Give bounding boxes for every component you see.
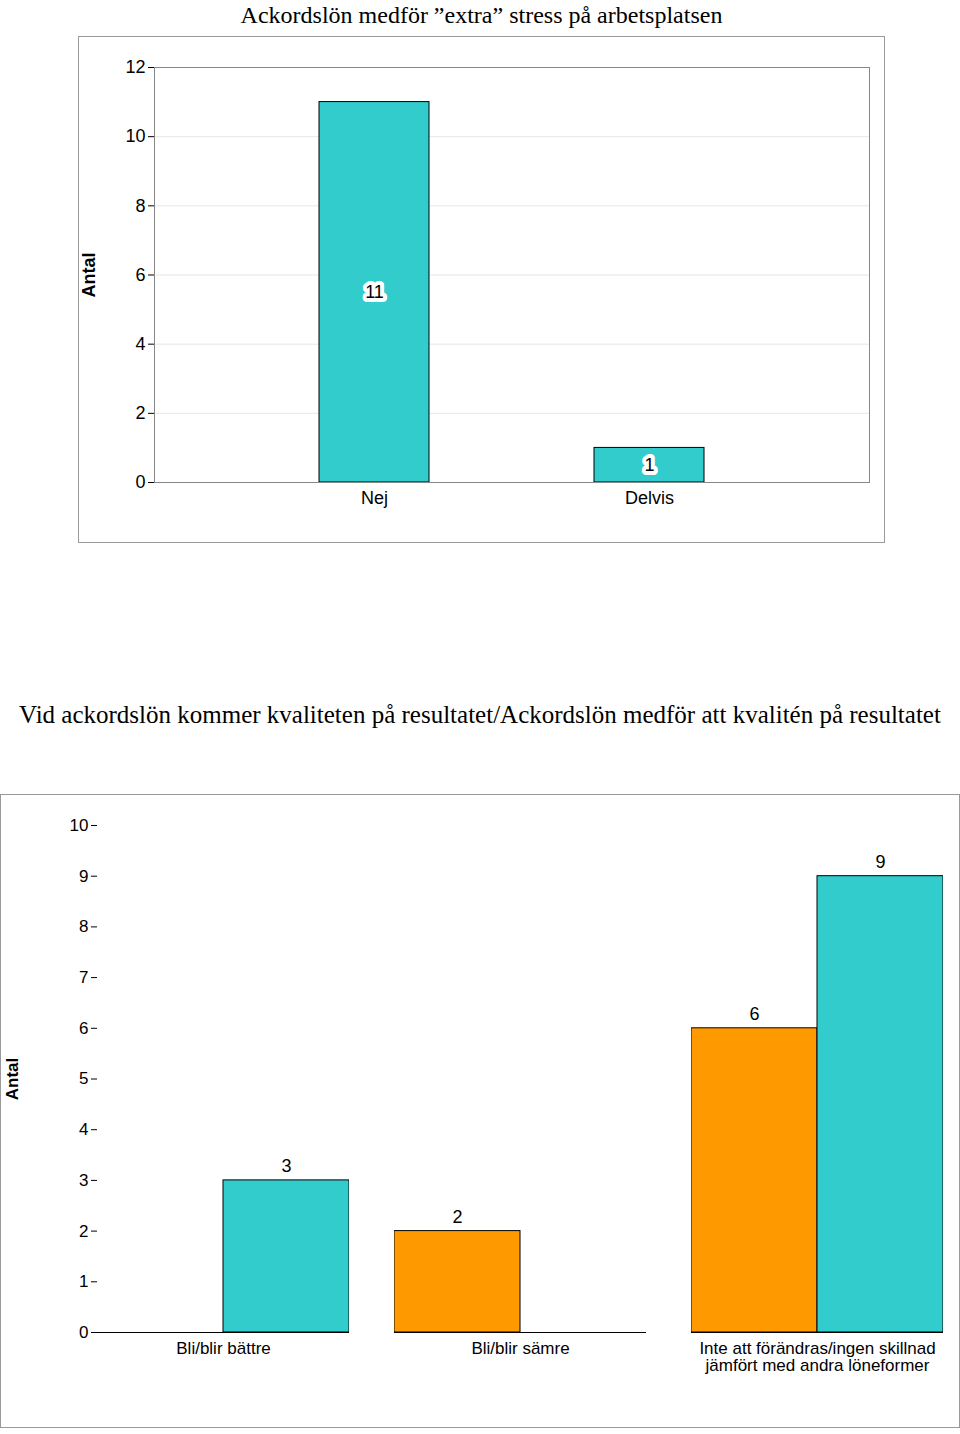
svg-text:2: 2 xyxy=(79,1222,88,1241)
svg-text:Bli/blir sämre: Bli/blir sämre xyxy=(471,1339,569,1358)
svg-text:3: 3 xyxy=(79,1171,88,1190)
svg-text:6: 6 xyxy=(79,1019,88,1038)
svg-text:Inte att förändras/ingen skill: Inte att förändras/ingen skillnadjämfört… xyxy=(699,1339,935,1375)
svg-text:5: 5 xyxy=(79,1069,88,1088)
svg-text:8: 8 xyxy=(135,196,145,216)
svg-text:Bli/blir bättre: Bli/blir bättre xyxy=(176,1339,270,1358)
svg-text:9: 9 xyxy=(875,852,885,872)
svg-text:2: 2 xyxy=(452,1207,462,1227)
svg-text:Delvis: Delvis xyxy=(625,488,674,508)
svg-text:10: 10 xyxy=(70,816,89,835)
svg-text:6: 6 xyxy=(135,265,145,285)
svg-text:6: 6 xyxy=(749,1004,759,1024)
svg-text:4: 4 xyxy=(79,1120,88,1139)
svg-text:0: 0 xyxy=(79,1323,88,1342)
svg-text:1: 1 xyxy=(644,455,654,475)
svg-text:1: 1 xyxy=(79,1272,88,1291)
svg-text:9: 9 xyxy=(79,867,88,886)
svg-text:Antal: Antal xyxy=(3,1058,22,1101)
html-text:Vid ackordslön kommer kvalitet: Vid ackordslön kommer kvaliteten på resu… xyxy=(19,701,941,728)
svg-text:10: 10 xyxy=(125,126,145,146)
html-text:Ackordslön medför ”extra” stre: Ackordslön medför ”extra” stress på arbe… xyxy=(240,2,723,28)
svg-text:4: 4 xyxy=(135,334,145,354)
svg-text:8: 8 xyxy=(79,917,88,936)
svg-text:11: 11 xyxy=(365,282,384,302)
svg-text:7: 7 xyxy=(79,968,88,987)
svg-text:3: 3 xyxy=(281,1156,291,1176)
svg-text:12: 12 xyxy=(125,57,145,77)
svg-text:0: 0 xyxy=(135,472,145,492)
svg-text:Antal: Antal xyxy=(79,253,99,298)
svg-text:2: 2 xyxy=(135,403,145,423)
svg-text:Nej: Nej xyxy=(361,488,388,508)
